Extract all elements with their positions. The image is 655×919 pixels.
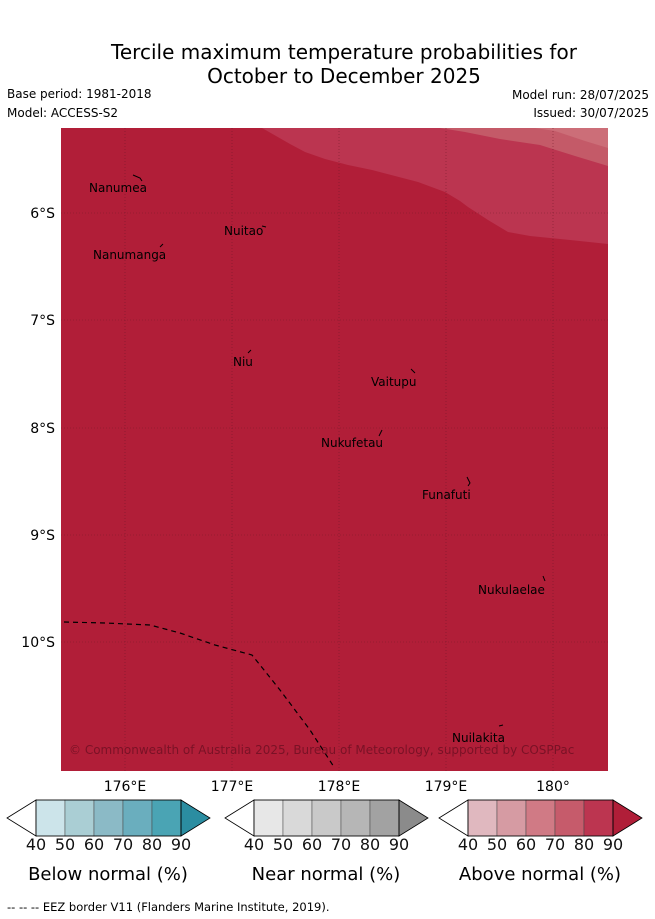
legend-near-tick: 80 <box>360 835 380 854</box>
lat-tick-7s: 7°S <box>30 313 55 329</box>
island-nanumanga <box>159 243 164 248</box>
legend-above-label: Above normal (%) <box>459 864 621 885</box>
label-nukufetau: Nukufetau <box>321 436 383 450</box>
legend-near-normal: 40 50 60 70 80 90 Near normal (%) <box>224 799 429 885</box>
legend-above-swatch <box>554 799 585 837</box>
label-nanumea: Nanumea <box>89 181 147 195</box>
label-vaitupu: Vaitupu <box>371 375 417 389</box>
lat-tick-9s: 9°S <box>30 528 55 544</box>
gridlines <box>61 128 608 771</box>
island-nukufetau <box>378 429 383 437</box>
legend-above-arrow-high <box>612 799 643 837</box>
eez-footnote: -- -- -- EEZ border V11 (Flanders Marine… <box>7 900 330 914</box>
legend-below-tick: 40 <box>26 835 46 854</box>
label-nanumanga: Nanumanga <box>93 248 166 262</box>
label-funafuti: Funafuti <box>422 488 471 502</box>
legend-above-tick: 60 <box>516 835 536 854</box>
legend-near-swatch <box>253 799 284 837</box>
island-nanumea <box>132 174 143 182</box>
legend-below-swatch <box>64 799 95 837</box>
label-nuilakita: Nuilakita <box>452 731 505 745</box>
map-title: Tercile maximum temperature probabilitie… <box>0 40 655 88</box>
legend-above-tick: 40 <box>458 835 478 854</box>
legend-above-swatch <box>496 799 527 837</box>
legend-below-frame <box>35 799 182 837</box>
legend-below-swatch <box>93 799 124 837</box>
legend-below-arrow-high <box>180 799 211 837</box>
legend-near-label: Near normal (%) <box>252 864 401 885</box>
title-line-1: Tercile maximum temperature probabilitie… <box>111 40 577 64</box>
lat-tick-8s: 8°S <box>30 421 55 437</box>
lon-tick-176e: 176°E <box>104 779 147 795</box>
legend-near-tick: 50 <box>273 835 293 854</box>
probability-band-80 <box>262 128 608 244</box>
legend-above-tick-labels: 40 50 60 70 80 90 <box>458 835 623 854</box>
legend-near-tick-labels: 40 50 60 70 80 90 <box>244 835 409 854</box>
issued-date: Issued: 30/07/2025 <box>533 106 649 120</box>
legend-below-swatch <box>35 799 66 837</box>
island-nuilakita <box>498 724 504 727</box>
legend-below-tick: 80 <box>142 835 162 854</box>
probability-band-70 <box>382 128 608 166</box>
island-vaitupu <box>410 368 416 374</box>
lon-tick-180: 180° <box>536 779 570 795</box>
legend-below-tick-labels: 40 50 60 70 80 90 <box>26 835 191 854</box>
legend-below-tick: 50 <box>55 835 75 854</box>
legend-below-arrow-low <box>6 799 37 837</box>
legend-below-tick: 70 <box>113 835 133 854</box>
title-line-2: October to December 2025 <box>207 64 481 88</box>
legend-below-label: Below normal (%) <box>28 864 188 885</box>
island-nukulaelae <box>542 575 546 582</box>
probability-band-60 <box>470 128 608 148</box>
eez-border <box>63 621 335 768</box>
label-nuitao: Nuitao <box>224 224 263 238</box>
legend-above-frame <box>467 799 614 837</box>
legend-near-frame <box>253 799 400 837</box>
copyright-notice: © Commonwealth of Australia 2025, Bureau… <box>69 743 574 757</box>
map-figure: Nanumea Nuitao Nanumanga Niu Vaitupu Nuk… <box>6 128 643 885</box>
island-nuitao <box>261 225 267 228</box>
legend-near-tick: 90 <box>389 835 409 854</box>
legend-above-tick: 80 <box>574 835 594 854</box>
legend-above-swatch <box>525 799 556 837</box>
lat-tick-6s: 6°S <box>30 206 55 222</box>
legend-near-swatch <box>311 799 342 837</box>
lon-tick-179e: 179°E <box>425 779 468 795</box>
probability-field <box>61 128 608 771</box>
legend-near-arrow-high <box>398 799 429 837</box>
label-nukulaelae: Nukulaelae <box>478 583 545 597</box>
legend-near-tick: 60 <box>302 835 322 854</box>
lon-tick-177e: 177°E <box>211 779 254 795</box>
legend-below-normal: 40 50 60 70 80 90 Below normal (%) <box>6 799 211 885</box>
map-panel: Nanumea Nuitao Nanumanga Niu Vaitupu Nuk… <box>61 128 608 771</box>
legend-near-tick: 70 <box>331 835 351 854</box>
label-niu: Niu <box>233 355 253 369</box>
islands <box>132 174 546 727</box>
legend-near-arrow-low <box>224 799 255 837</box>
base-period: Base period: 1981-2018 <box>7 87 152 101</box>
legend-below-tick: 60 <box>84 835 104 854</box>
island-niu <box>247 349 252 354</box>
legend-above-normal: 40 50 60 70 80 90 Above normal (%) <box>438 799 643 885</box>
legend-near-swatch <box>282 799 313 837</box>
legend-above-tick: 50 <box>487 835 507 854</box>
model-run: Model run: 28/07/2025 <box>511 88 649 102</box>
legend-above-tick: 90 <box>603 835 623 854</box>
legend-near-swatch <box>340 799 371 837</box>
island-funafuti <box>466 476 471 487</box>
legend-above-swatch <box>467 799 498 837</box>
legend-near-swatch <box>369 799 400 837</box>
legend-below-swatch <box>151 799 182 837</box>
model-name: Model: ACCESS-S2 <box>7 106 119 120</box>
lon-tick-178e: 178°E <box>318 779 361 795</box>
legend-near-tick: 40 <box>244 835 264 854</box>
legend-below-swatch <box>122 799 153 837</box>
legend-below-tick: 90 <box>171 835 191 854</box>
legend-above-swatch <box>583 799 614 837</box>
legend-above-tick: 70 <box>545 835 565 854</box>
lat-tick-10s: 10°S <box>21 635 55 651</box>
legend-above-arrow-low <box>438 799 469 837</box>
